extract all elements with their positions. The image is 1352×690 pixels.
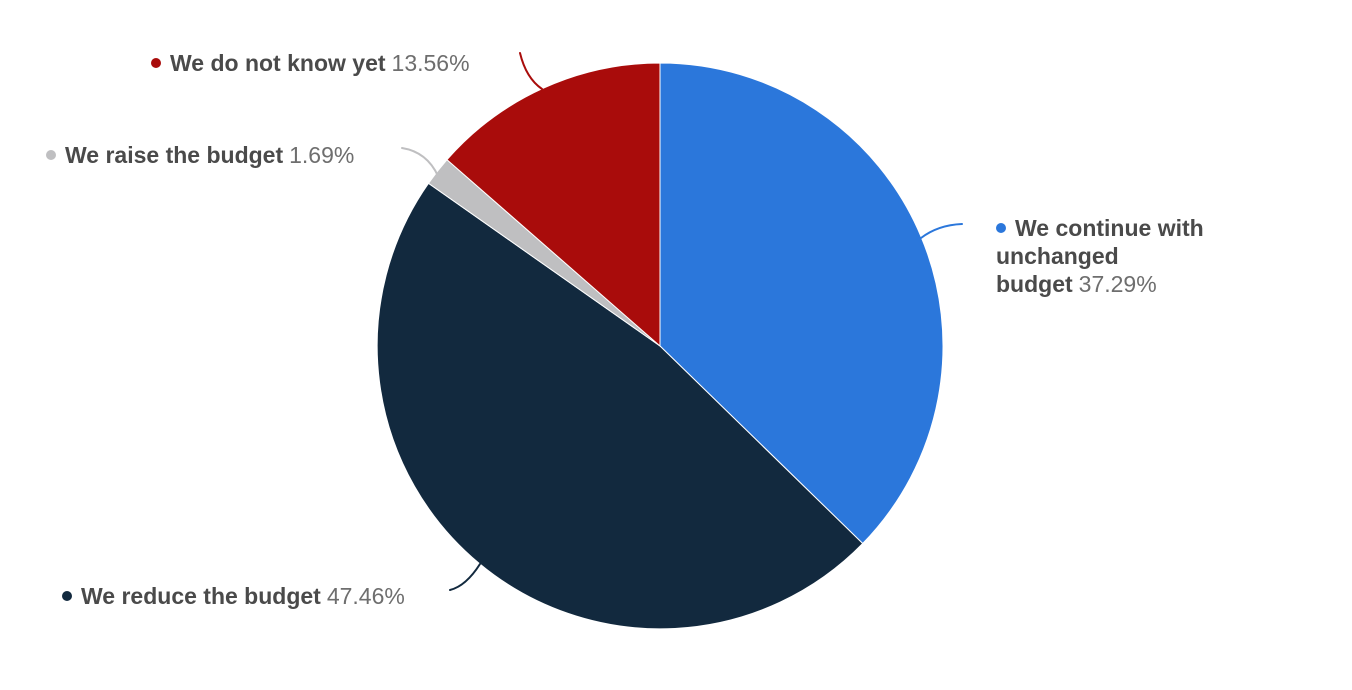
label-name: We do not know yet	[170, 50, 386, 76]
label-raise-budget: We raise the budget 1.69%	[46, 141, 354, 169]
label-connector-do-not-know-yet	[519, 52, 543, 90]
label-connector-raise-budget	[401, 147, 439, 177]
label-name: We raise the budget	[65, 142, 284, 168]
label-continue-unchanged-budget: We continue with unchanged budget 37.29%	[996, 214, 1258, 298]
label-connector-continue-unchanged-budget	[920, 223, 963, 239]
pie-slice-do-not-know-yet[interactable]	[446, 62, 661, 348]
label-percent: 13.56%	[391, 50, 470, 76]
label-do-not-know-yet: We do not know yet 13.56%	[151, 49, 470, 77]
label-connector-reduce-budget	[449, 563, 481, 591]
pie-slice-continue-unchanged-budget[interactable]	[659, 62, 944, 545]
legend-bullet-raise-budget	[46, 149, 56, 160]
legend-bullet-do-not-know-yet	[151, 57, 161, 68]
label-reduce-budget: We reduce the budget 47.46%	[62, 582, 405, 610]
label-name: We continue with unchanged budget	[996, 215, 1204, 297]
legend-bullet-continue-unchanged-budget	[996, 222, 1006, 233]
label-percent: 1.69%	[289, 142, 355, 168]
label-percent: 47.46%	[326, 583, 405, 609]
label-name: We reduce the budget	[81, 583, 321, 609]
legend-bullet-reduce-budget	[62, 590, 72, 601]
label-percent: 37.29%	[1078, 271, 1157, 297]
